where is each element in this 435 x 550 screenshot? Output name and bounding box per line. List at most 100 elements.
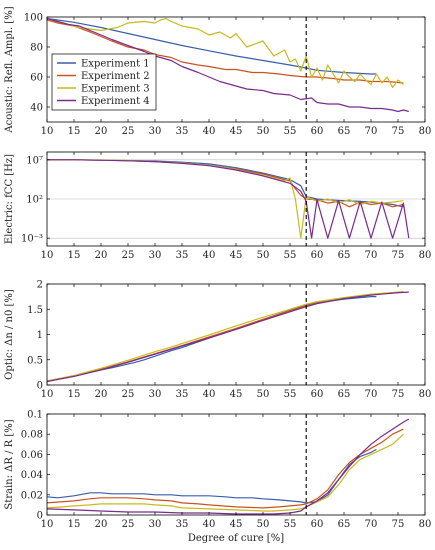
x-tick-label: 20 (95, 250, 108, 261)
legend-entry: Experiment 1 (81, 59, 150, 70)
x-tick-label: 35 (176, 389, 189, 400)
x-tick-label: 20 (95, 389, 108, 400)
x-tick-label: 10 (41, 126, 54, 137)
x-tick-label: 15 (68, 389, 81, 400)
x-tick-label: 25 (122, 126, 135, 137)
legend-entry: Experiment 3 (81, 84, 150, 95)
x-tick-label: 20 (95, 519, 108, 530)
series-group-strain (47, 418, 410, 515)
series-line-acoustic-1 (47, 17, 377, 75)
x-tick-label: 70 (365, 389, 378, 400)
x-tick-label: 35 (176, 126, 189, 137)
legend-entry: Experiment 2 (81, 71, 150, 82)
y-tick-label: 1 (37, 330, 43, 341)
x-tick-label: 80 (419, 519, 432, 530)
x-tick-label: 30 (149, 126, 162, 137)
x-tick-label: 65 (338, 389, 351, 400)
x-tick-label: 55 (284, 519, 297, 530)
series-line-strain-1 (47, 448, 377, 504)
panel-electric: 10 15 20 25 30 35 40 45 50 55 60 65 70 75 80 10⁻³ 10² 10⁷… (4, 151, 432, 261)
y-tick-label: 2 (37, 280, 43, 291)
x-tick-label: 55 (284, 389, 297, 400)
y-axis-label-acoustic: Acoustic: Refl. Ampl. [%] (4, 6, 15, 133)
y-tick-label: 60 (30, 73, 43, 84)
x-tick-label: 35 (176, 250, 189, 261)
y-tick-label: 0.06 (21, 450, 43, 461)
y-tick-label: 10⁻³ (21, 234, 43, 245)
y-axis-label-electric: Electric: fCC [Hz] (4, 154, 15, 244)
y-tick-label: 0 (37, 511, 43, 522)
plot-frame-strain (46, 413, 426, 516)
y-tick-label: 100 (24, 13, 43, 24)
x-tick-label: 75 (392, 250, 405, 261)
series-line-optic-3 (47, 291, 404, 382)
x-tick-label: 55 (284, 250, 297, 261)
x-tick-label: 75 (392, 389, 405, 400)
y-tick-label: 80 (30, 43, 43, 54)
y-tick-label: 1.5 (27, 305, 43, 316)
series-group-acoustic (47, 17, 409, 113)
y-tick-label: 0.1 (27, 410, 43, 421)
panel-strain: 10 15 20 25 30 35 40 45 50 55 60 65 70 75 80 0 0.02 0.04 0… (4, 410, 431, 545)
x-tick-label: 65 (338, 519, 351, 530)
x-tick-label: 60 (311, 126, 324, 137)
x-tick-label: 70 (365, 126, 378, 137)
x-tick-label: 45 (230, 389, 243, 400)
x-tick-label: 40 (203, 126, 216, 137)
series-line-strain-3 (47, 433, 404, 512)
x-tick-label: 80 (419, 389, 432, 400)
panel-optic: 10 15 20 25 30 35 40 45 50 55 60 65 70 75 80 0 0.5 1 1.5 2 O… (4, 280, 431, 401)
legend-entry: Experiment 4 (81, 96, 150, 107)
x-tick-label: 60 (311, 519, 324, 530)
x-tick-label: 65 (338, 126, 351, 137)
series-group-optic (47, 291, 409, 383)
x-tick-label: 30 (149, 389, 162, 400)
y-tick-label: 0.04 (21, 470, 43, 481)
x-tick-label: 10 (41, 250, 54, 261)
panel-acoustic: 10 15 20 25 30 35 40 45 50 55 60 65 70 75 80 40 60 80 100 A… (4, 6, 431, 137)
x-tick-label: 80 (419, 250, 432, 261)
x-tick-label: 55 (284, 126, 297, 137)
y-tick-label: 0 (37, 381, 43, 392)
x-tick-label: 10 (41, 519, 54, 530)
x-tick-label: 15 (68, 250, 81, 261)
series-line-optic-1 (47, 296, 377, 382)
x-tick-label: 40 (203, 389, 216, 400)
x-tick-label: 25 (122, 389, 135, 400)
x-tick-label: 60 (311, 389, 324, 400)
x-tick-label: 50 (257, 389, 270, 400)
x-tick-label: 10 (41, 389, 54, 400)
x-tick-label: 65 (338, 250, 351, 261)
y-tick-label: 0.02 (21, 490, 43, 501)
x-tick-label: 25 (122, 250, 135, 261)
x-tick-label: 30 (149, 519, 162, 530)
x-tick-label: 50 (257, 250, 270, 261)
x-tick-label: 40 (203, 250, 216, 261)
x-tick-label: 45 (230, 250, 243, 261)
x-tick-label: 50 (257, 519, 270, 530)
series-line-acoustic-3 (47, 17, 404, 89)
x-axis-label: Degree of cure [%] (188, 533, 284, 544)
y-tick-label: 10² (26, 195, 43, 206)
y-tick-label: 10⁷ (26, 155, 43, 166)
series-line-strain-4 (47, 418, 410, 515)
x-tick-label: 45 (230, 519, 243, 530)
x-tick-label: 15 (68, 519, 81, 530)
y-tick-label: 0.5 (27, 355, 43, 366)
series-line-acoustic-4 (47, 17, 409, 113)
x-tick-label: 25 (122, 519, 135, 530)
x-tick-label: 80 (419, 126, 432, 137)
x-tick-label: 45 (230, 126, 243, 137)
y-axis-label-optic: Optic: Δn / n0 [%] (4, 289, 15, 380)
x-tick-label: 50 (257, 126, 270, 137)
y-tick-label: 0.08 (21, 430, 43, 441)
x-tick-label: 70 (365, 250, 378, 261)
series-line-optic-4 (47, 291, 409, 383)
x-tick-label: 60 (311, 250, 324, 261)
x-tick-label: 20 (95, 126, 108, 137)
x-tick-label: 30 (149, 250, 162, 261)
x-tick-label: 75 (392, 519, 405, 530)
x-tick-label: 40 (203, 519, 216, 530)
